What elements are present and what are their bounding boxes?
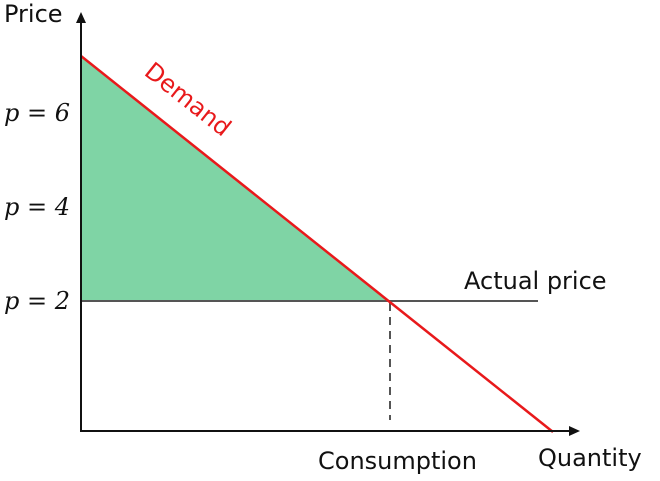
y-axis-label: Price <box>4 0 63 28</box>
actual-price-label: Actual price <box>464 267 607 295</box>
tick-label-p2: p = 2 <box>4 287 70 315</box>
x-axis-arrow <box>569 426 580 436</box>
y-axis-arrow <box>76 12 86 23</box>
x-axis-label: Quantity <box>538 444 642 472</box>
demand-line <box>80 55 554 433</box>
consumption-label: Consumption <box>318 447 477 475</box>
tick-label-p6: p = 6 <box>4 99 70 127</box>
tick-label-p4: p = 4 <box>4 193 70 221</box>
